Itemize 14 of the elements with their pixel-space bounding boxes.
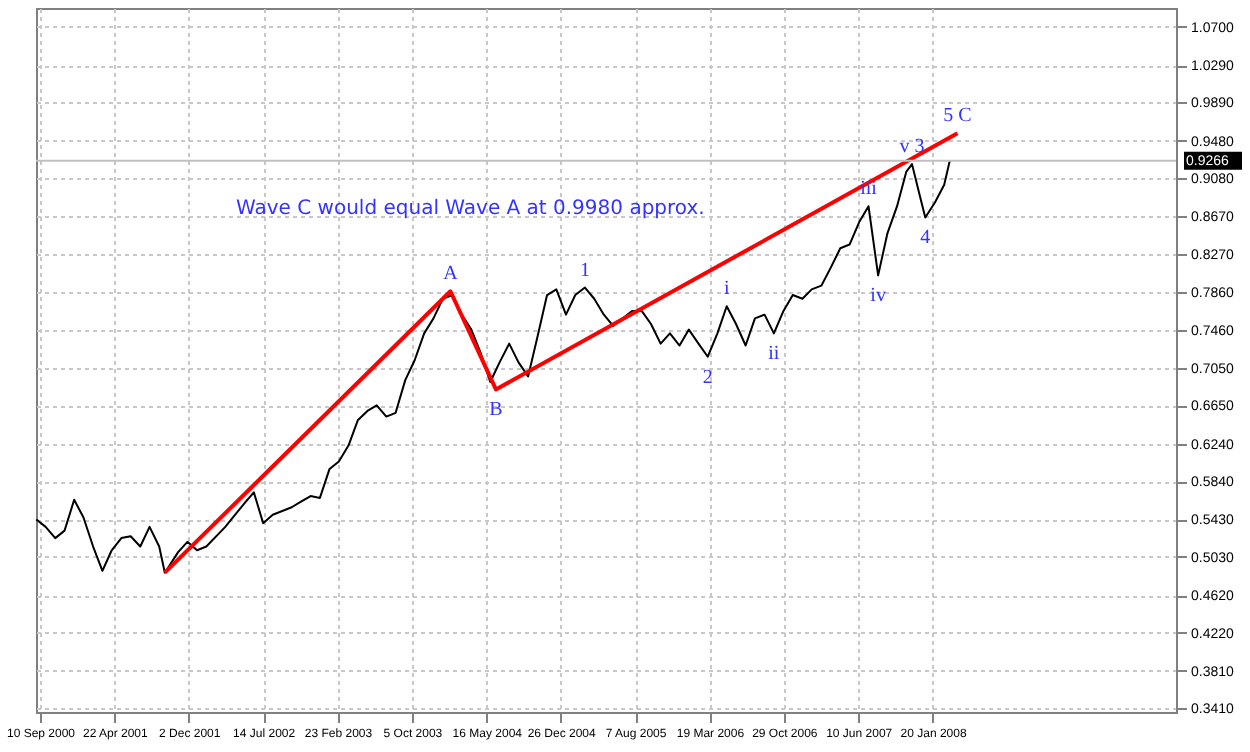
- annotation: 1: [579, 259, 590, 282]
- annotation: iii: [860, 178, 878, 201]
- annotation: 2: [702, 366, 713, 389]
- annotation: ii: [768, 343, 780, 366]
- annotation: A: [443, 263, 460, 286]
- annotation: iv: [870, 285, 886, 308]
- annotation: v 3: [899, 136, 925, 159]
- line-series: [35, 159, 951, 574]
- annotation: 5 C: [943, 105, 973, 128]
- annotation: B: [489, 399, 504, 422]
- line-series: [162, 131, 960, 575]
- annotation: i: [723, 278, 730, 301]
- annotation: 4: [920, 227, 931, 250]
- annotation: Wave C would equal Wave A at 0.9980 approx.: [236, 198, 705, 220]
